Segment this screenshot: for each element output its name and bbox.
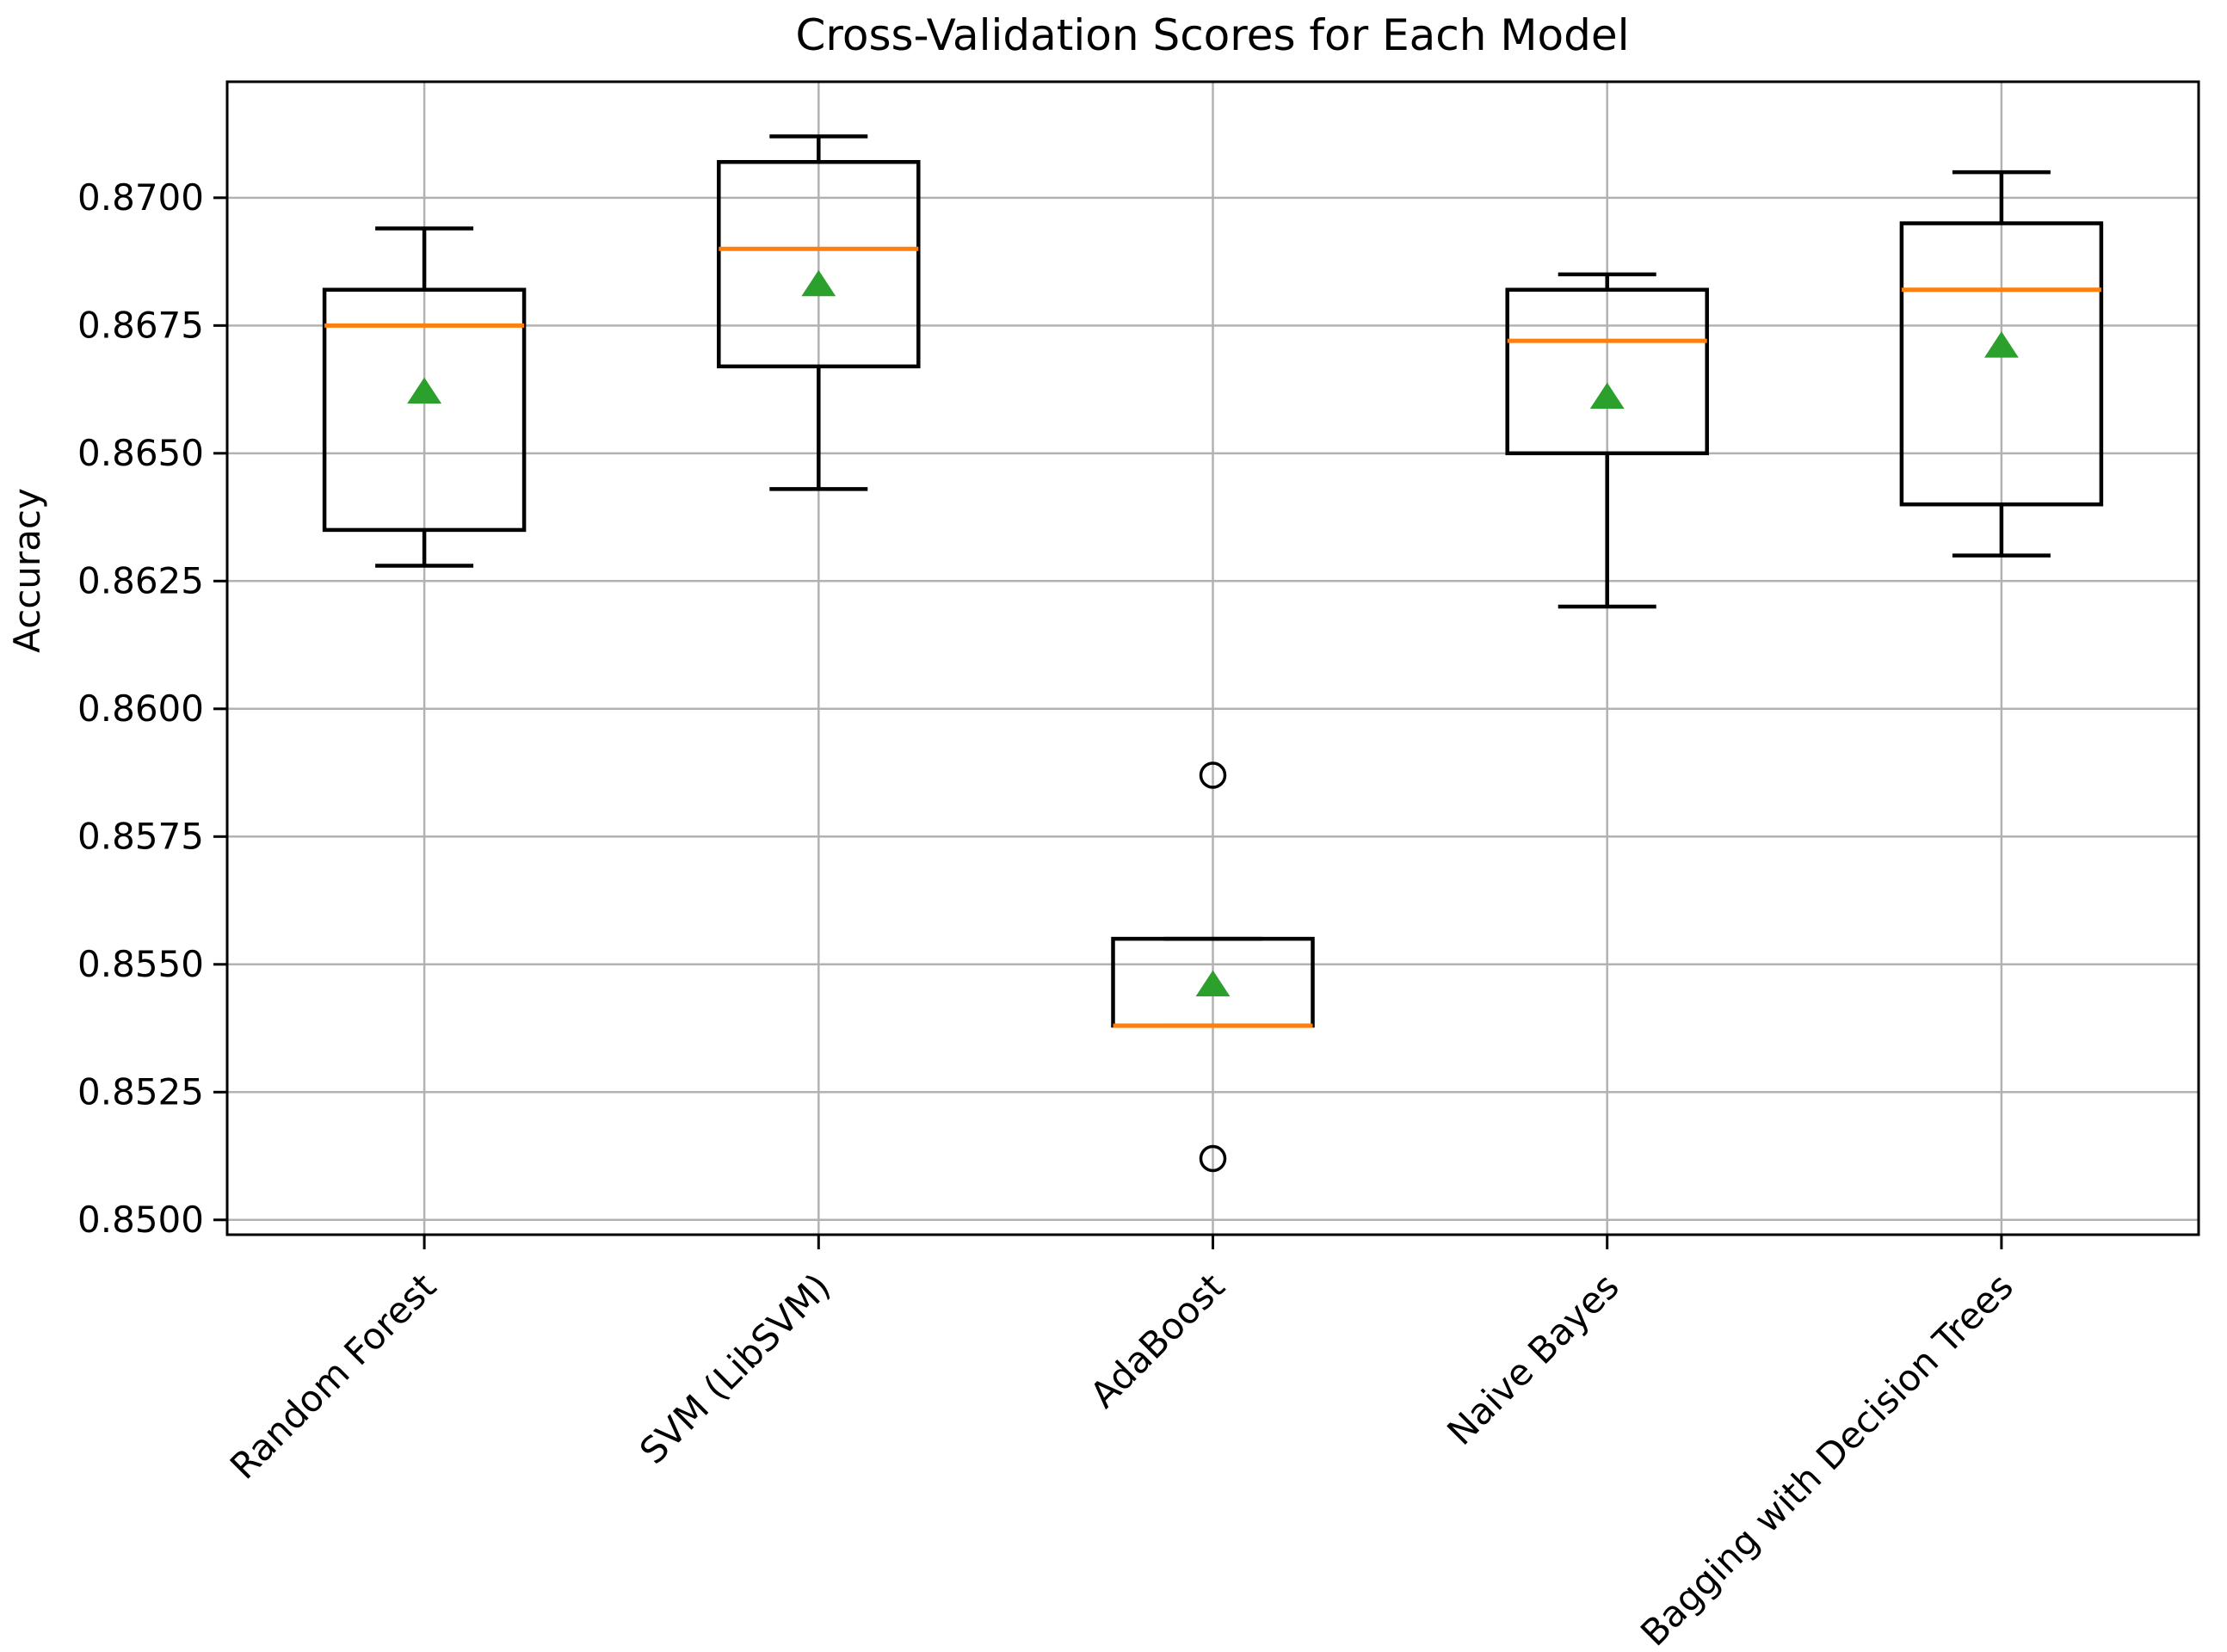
y-tick-label: 0.8600: [77, 687, 204, 730]
y-tick-label: 0.8700: [77, 176, 204, 219]
x-tick-label: SVM (LibSVM): [632, 1265, 838, 1471]
x-tick-label: Naive Bayes: [1439, 1265, 1626, 1452]
outlier-point: [1199, 761, 1227, 789]
box-group: [1111, 761, 1315, 1173]
box: [1899, 221, 2104, 507]
x-tick-label: Bagging with Decision Trees: [1632, 1265, 2021, 1652]
box-group: [717, 134, 921, 491]
box-group: [322, 226, 527, 568]
box-group: [1899, 170, 2104, 558]
y-tick-label: 0.8575: [77, 815, 204, 857]
mean-marker: [1983, 331, 2019, 358]
y-tick-label: 0.8650: [77, 432, 204, 474]
box-group: [1505, 272, 1709, 609]
mean-marker: [1195, 970, 1231, 997]
data-layer: [322, 134, 2104, 1173]
mean-marker: [801, 269, 836, 297]
chart-title: Cross-Validation Scores for Each Model: [795, 10, 1629, 60]
y-tick-label: 0.8625: [77, 559, 204, 601]
x-tick-label: AdaBoost: [1082, 1265, 1232, 1415]
box: [1505, 287, 1709, 456]
mean-marker: [407, 377, 442, 404]
x-tick-label: Random Forest: [222, 1265, 444, 1487]
y-axis-label: Accuracy: [6, 488, 48, 653]
mean-marker: [1589, 382, 1625, 409]
plot-border: [225, 80, 2200, 1236]
y-tick-label: 0.8675: [77, 304, 204, 346]
outlier-point: [1199, 1144, 1227, 1173]
box: [322, 287, 527, 533]
y-tick-label: 0.8550: [77, 943, 204, 985]
box: [717, 160, 921, 369]
y-tick-label: 0.8500: [77, 1199, 204, 1241]
y-tick-label: 0.8525: [77, 1070, 204, 1113]
axes-layer: 0.8500 0.8525 0.8550 0.8575 0.8600 0.8625 0.86…: [77, 80, 2200, 1652]
